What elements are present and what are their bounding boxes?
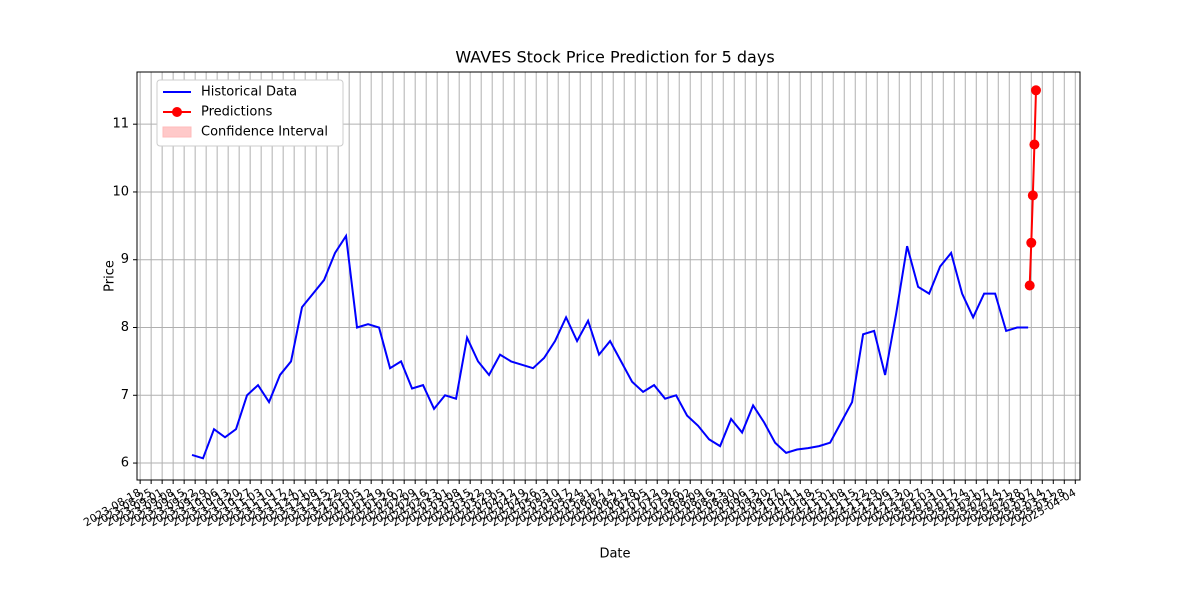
y-tick-label: 10 bbox=[112, 184, 129, 199]
plot-frame bbox=[136, 71, 1081, 481]
x-axis-label: Date bbox=[599, 547, 630, 562]
series-line bbox=[191, 233, 1029, 460]
prediction-point bbox=[1026, 237, 1037, 248]
y-tick-label: 6 bbox=[121, 456, 129, 471]
legend-label: Confidence Interval bbox=[201, 125, 328, 140]
legend-label: Predictions bbox=[201, 105, 273, 120]
chart-title: WAVES Stock Price Prediction for 5 days bbox=[455, 48, 774, 67]
legend-swatch bbox=[162, 126, 192, 138]
prediction-point bbox=[1029, 139, 1040, 150]
prediction-point bbox=[1027, 190, 1038, 201]
y-tick-label: 8 bbox=[121, 320, 129, 335]
y-axis-label: Price bbox=[103, 260, 118, 292]
prediction-point bbox=[1024, 280, 1035, 291]
legend-marker bbox=[172, 107, 182, 117]
y-tick-label: 7 bbox=[121, 388, 129, 403]
y-tick-label: 11 bbox=[112, 117, 129, 132]
y-tick-label: 9 bbox=[121, 252, 129, 267]
legend-box bbox=[156, 79, 344, 147]
prediction-point bbox=[1030, 85, 1041, 96]
legend-label: Historical Data bbox=[201, 85, 297, 100]
